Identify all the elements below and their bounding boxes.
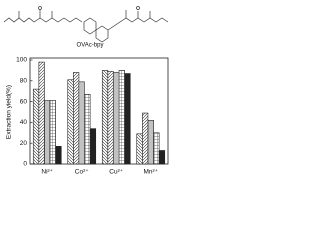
bar — [124, 73, 131, 165]
bar — [113, 72, 120, 165]
y-tick-label: 20 — [20, 140, 28, 147]
structure-label: OVAc-bpy — [77, 43, 104, 49]
bar — [38, 61, 45, 165]
bar — [158, 150, 166, 165]
y-tick-label: 100 — [16, 57, 27, 64]
bar — [84, 94, 91, 165]
bar — [147, 120, 154, 165]
bar — [67, 79, 74, 165]
bar — [153, 132, 160, 165]
figure: OVAc-bpy Extraction yield(%) 0 20 40 60 80 10… — [3, 6, 169, 176]
plot-frame — [29, 57, 169, 165]
x-tick-label: Cu²⁺ — [109, 169, 123, 176]
y-axis-label: Extraction yield(%) — [6, 85, 13, 139]
y-tick-label: 80 — [20, 78, 28, 85]
y-tick-label: 0 — [23, 161, 27, 168]
bar — [142, 112, 149, 165]
bar — [73, 72, 80, 165]
bar — [44, 100, 51, 165]
x-tick-label: Ni²⁺ — [41, 169, 53, 176]
y-tick-label: 40 — [20, 119, 28, 126]
bar — [49, 100, 56, 165]
y-tick-label: 60 — [20, 98, 28, 105]
bar — [55, 146, 62, 165]
bar — [32, 88, 40, 165]
x-tick-label: Co²⁺ — [75, 169, 89, 176]
x-tick-label: Mn²⁺ — [143, 169, 158, 176]
bar — [136, 133, 143, 165]
bar — [78, 81, 85, 165]
bar — [107, 71, 114, 165]
bar — [118, 70, 125, 165]
bar — [101, 70, 109, 165]
chemical-structure — [3, 6, 169, 43]
bar — [89, 128, 97, 165]
